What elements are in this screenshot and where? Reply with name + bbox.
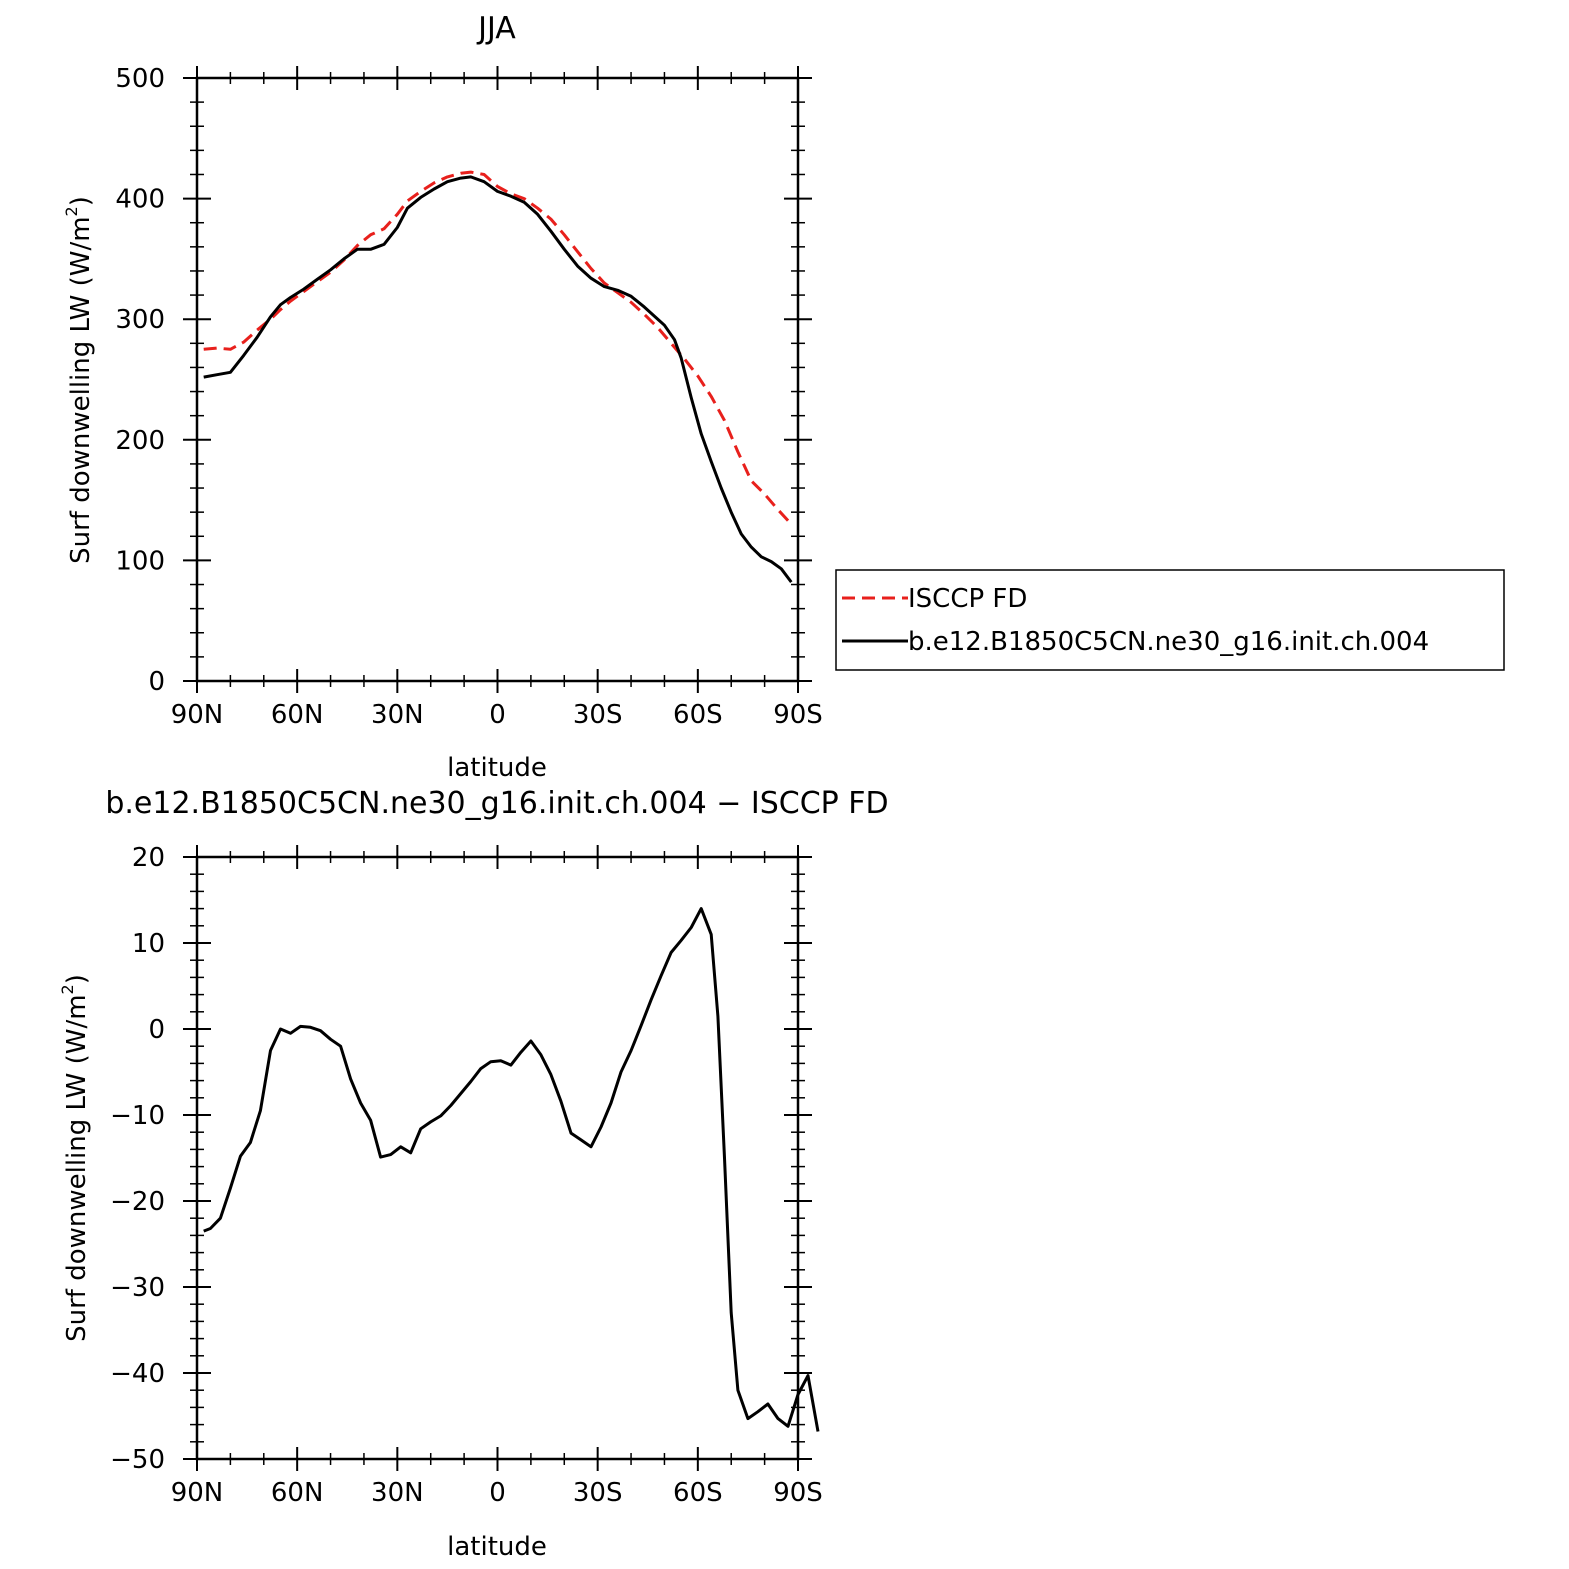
bottom-y-axis-label-end: )	[62, 974, 92, 984]
top-plot-frame	[195, 76, 800, 683]
bottom-tick-labels: 90N 60N 30N 0 30S 60S 90S −50 −40 −30 −20 −10 0 10 20	[110, 843, 823, 1508]
y-tick-label: −40	[110, 1359, 165, 1389]
bottom-panel: b.e12.B1850C5CN.ne30_g16.init.ch.004 − I…	[58, 786, 889, 1562]
y-tick-label: 300	[115, 305, 165, 335]
top-y-axis-label-sup: 2	[62, 206, 81, 216]
y-tick-label: 100	[115, 546, 165, 576]
x-tick-label: 30N	[371, 700, 424, 730]
y-tick-label: 500	[115, 64, 165, 94]
legend-label-isccp: ISCCP FD	[908, 584, 1027, 614]
bottom-axis-ticks	[183, 845, 812, 1471]
x-tick-label: 60S	[673, 1478, 723, 1508]
y-tick-label: 0	[148, 667, 165, 697]
bottom-y-axis-label-sup: 2	[58, 984, 77, 994]
top-tick-labels: 90N 60N 30N 0 30S 60S 90S 0 100 200 300 400 500	[115, 64, 822, 730]
x-tick-label: 30N	[371, 1478, 424, 1508]
legend: ISCCP FD b.e12.B1850C5CN.ne30_g16.init.c…	[835, 569, 1505, 671]
bottom-y-axis-label: Surf downwelling LW (W/m2)	[58, 974, 92, 1342]
bottom-plot-frame	[195, 855, 800, 1461]
x-tick-label: 60N	[271, 700, 324, 730]
x-tick-label: 90N	[171, 700, 224, 730]
x-tick-label: 30S	[573, 1478, 623, 1508]
top-series-line-0	[203, 170, 793, 526]
y-tick-label: −20	[110, 1187, 165, 1217]
x-tick-label: 0	[489, 700, 506, 730]
bottom-x-axis-label: latitude	[447, 1532, 547, 1562]
legend-label-model: b.e12.B1850C5CN.ne30_g16.init.ch.004	[908, 627, 1429, 657]
y-tick-label: −10	[110, 1101, 165, 1131]
top-y-axis-label-end: )	[66, 196, 96, 206]
x-tick-label: 90N	[171, 1478, 224, 1508]
x-tick-label: 60S	[673, 700, 723, 730]
y-tick-label: 400	[115, 185, 165, 215]
top-chart-title: JJA	[476, 11, 516, 46]
top-y-axis-label-main: Surf downwelling LW (W/m	[66, 216, 96, 563]
legend-box	[835, 569, 1505, 671]
y-tick-label: 0	[148, 1015, 165, 1045]
top-panel: JJA 90N 60N 30N 0 30S 60S 90S0100200300400500 …	[62, 11, 823, 783]
y-tick-label: 10	[132, 929, 165, 959]
y-tick-label: 200	[115, 426, 165, 456]
y-tick-label: −30	[110, 1273, 165, 1303]
top-axis-ticks	[183, 66, 812, 693]
x-tick-label: 30S	[573, 700, 623, 730]
x-tick-label: 90S	[773, 700, 823, 730]
x-tick-label: 60N	[271, 1478, 324, 1508]
top-series-line-1	[203, 175, 793, 584]
y-tick-label: 20	[132, 843, 165, 873]
top-x-axis-label: latitude	[447, 753, 547, 783]
bottom-series-lines	[203, 907, 820, 1432]
top-series-lines	[203, 170, 793, 584]
bottom-chart-title: b.e12.B1850C5CN.ne30_g16.init.ch.004 − I…	[105, 786, 888, 821]
top-y-axis-label: Surf downwelling LW (W/m2)	[62, 196, 96, 564]
y-tick-label: −50	[110, 1445, 165, 1475]
bottom-y-axis-label-main: Surf downwelling LW (W/m	[62, 994, 92, 1341]
x-tick-label: 0	[489, 1478, 506, 1508]
x-tick-label: 90S	[773, 1478, 823, 1508]
bot-series-line-0	[203, 907, 820, 1432]
